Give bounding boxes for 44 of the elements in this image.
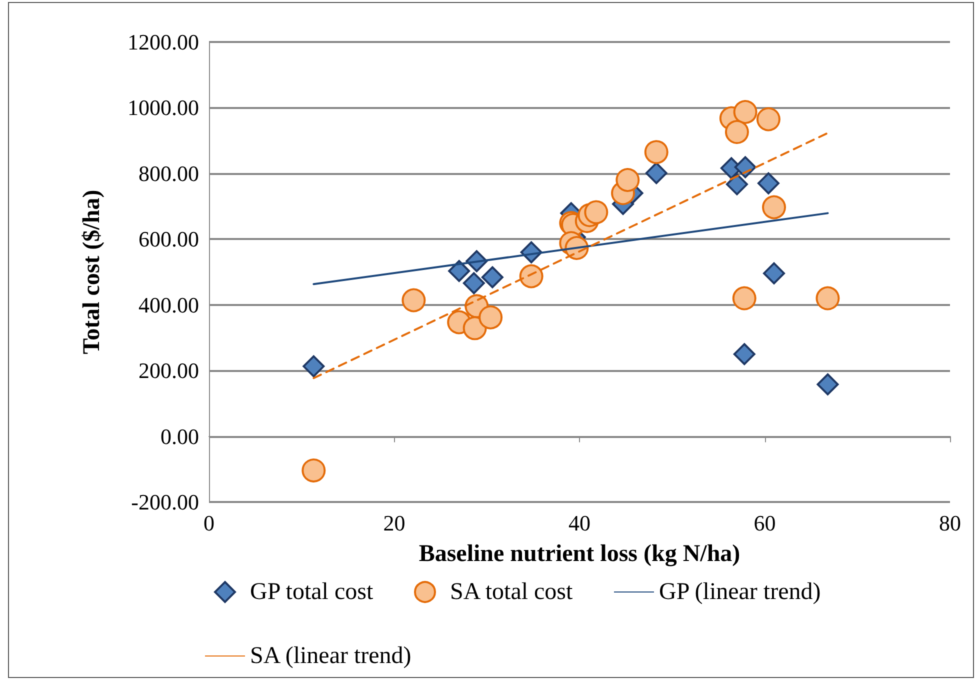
point (616, 168, 640, 192)
y-axis-title: Total cost ($/ha) (79, 190, 105, 354)
point (816, 286, 840, 310)
legend-label: GP total cost (250, 579, 374, 605)
y-tick-label: 1000.00 (128, 95, 199, 120)
y-tick-label: 400.00 (138, 292, 199, 318)
x-tick-label: 0 (204, 510, 214, 536)
point (402, 288, 426, 312)
point (645, 162, 668, 184)
x-tick-label: 40 (568, 510, 590, 536)
point (724, 120, 749, 144)
y-tick-label: 1200.00 (128, 30, 199, 54)
point (448, 260, 470, 282)
x-tick-label: 20 (383, 510, 406, 536)
point (519, 264, 544, 288)
legend-label: SA (linear trend) (250, 643, 412, 669)
y-tick-label: 0.00 (160, 424, 199, 449)
x-axis-title: Baseline nutrient loss (kg N/ha) (418, 541, 740, 567)
point (584, 200, 608, 224)
point (732, 286, 756, 310)
point (762, 195, 786, 220)
point (733, 343, 756, 366)
point (726, 173, 748, 196)
point (302, 458, 326, 482)
point (302, 355, 325, 378)
y-tick-label: 200.00 (138, 358, 199, 384)
legend-label: GP (linear trend) (658, 579, 821, 605)
point (481, 266, 504, 288)
y-tick-label: 800.00 (138, 160, 199, 186)
y-tick-label: 600.00 (138, 226, 199, 252)
point (734, 156, 756, 178)
y-tick-label: -200.00 (131, 490, 199, 514)
x-tick-label: 60 (754, 510, 776, 536)
point (644, 140, 668, 164)
point (756, 107, 780, 132)
x-tick-label: 80 (939, 510, 961, 536)
point (763, 262, 786, 284)
legend-label: SA total cost (450, 579, 573, 605)
point (757, 172, 780, 194)
point (816, 373, 839, 396)
point (733, 100, 758, 124)
point (462, 272, 485, 294)
point (478, 305, 503, 330)
point (462, 316, 487, 340)
